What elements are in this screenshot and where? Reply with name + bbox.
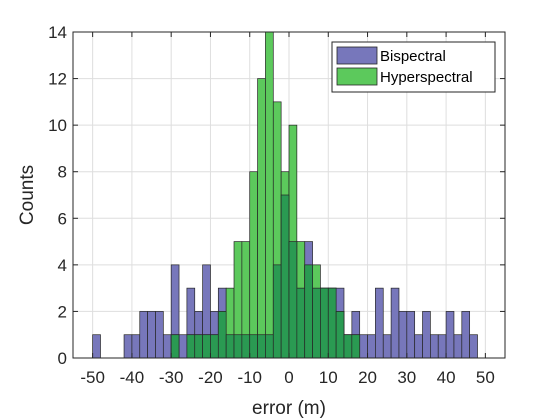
overlap-bar [186,334,196,359]
overlap-bar [265,334,274,359]
x-tick-label: 50 [476,368,495,387]
bispectral-bar [359,334,368,359]
bispectral-bar [147,311,156,359]
overlap-bar [217,311,227,359]
overlap-bar [233,334,243,359]
y-tick-label: 2 [58,302,67,321]
bispectral-bar [139,311,148,359]
x-axis-ticks: -50 -40 -30 -20 -10 0 10 20 30 40 50 [80,32,495,387]
overlap-bar [272,264,282,359]
y-tick-label: 12 [48,70,67,89]
bispectral-bar [382,334,392,359]
y-tick-label: 4 [58,256,67,275]
overlap-bar [351,334,361,359]
bispectral-bar [178,334,188,359]
overlap-bar [257,334,266,359]
bispectral-bar [469,334,478,359]
bispectral-bar [406,311,416,359]
overlap-bar [202,334,211,359]
bispectral-bar [453,334,463,359]
overlap-bar [304,264,313,359]
x-tick-label: -50 [80,368,105,387]
overlap-bar [225,334,235,359]
bispectral-bar [155,311,164,359]
overlap-bar [327,287,337,359]
bispectral-bar [398,311,408,359]
overlap-bar [312,287,321,359]
overlap-bar [296,287,306,359]
overlap-bar [320,287,329,359]
overlap-bar [335,311,345,359]
overlap-bar [343,334,353,359]
bispectral-bar [445,311,455,359]
x-tick-label: -40 [120,368,145,387]
x-tick-label: -30 [159,368,184,387]
y-tick-label: 14 [48,23,67,42]
x-tick-label: -20 [198,368,223,387]
overlap-bar [241,334,251,359]
bispectral-bar [162,334,172,359]
hyperspectral-bar [257,78,266,359]
x-tick-label: 0 [284,368,293,387]
y-tick-label: 6 [58,209,67,228]
bispectral-bar [92,334,101,359]
bispectral-bar [430,334,439,359]
legend-swatch-hyperspectral [336,67,378,86]
legend-label-bispectral: Bispectral [380,48,446,65]
bispectral-bar [390,287,400,359]
overlap-bar [170,334,180,359]
x-tick-label: -10 [237,368,262,387]
y-axis-label: Counts [17,165,38,225]
overlap-bar [194,334,203,359]
y-axis-ticks: 0 2 4 6 8 10 12 14 [48,23,505,368]
bispectral-bar [422,311,431,359]
x-tick-label: 40 [437,368,456,387]
bispectral-bar [414,334,423,359]
overlap-bar [288,241,298,359]
hyperspectral-bar [265,31,274,359]
bispectral-bar [131,334,141,359]
legend-label-hyperspectral: Hyperspectral [380,69,473,86]
bispectral-bar [123,334,133,359]
bispectral-bar [461,311,471,359]
legend: Bispectral Hyperspectral [331,41,496,93]
hyperspectral-bar [249,171,258,359]
y-tick-label: 10 [48,116,67,135]
x-tick-label: 20 [358,368,377,387]
x-tick-label: 10 [319,368,338,387]
bispectral-bar [367,334,376,359]
bispectral-bar [437,334,447,359]
overlap-bar [280,194,290,359]
x-tick-label: 30 [397,368,416,387]
y-tick-label: 8 [58,163,67,182]
y-tick-label: 0 [58,349,67,368]
overlap-bar [210,334,219,359]
x-axis-label: error (m) [252,398,326,419]
overlap-bar [249,334,258,359]
legend-swatch-bispectral [336,46,378,65]
bispectral-bar [375,287,384,359]
